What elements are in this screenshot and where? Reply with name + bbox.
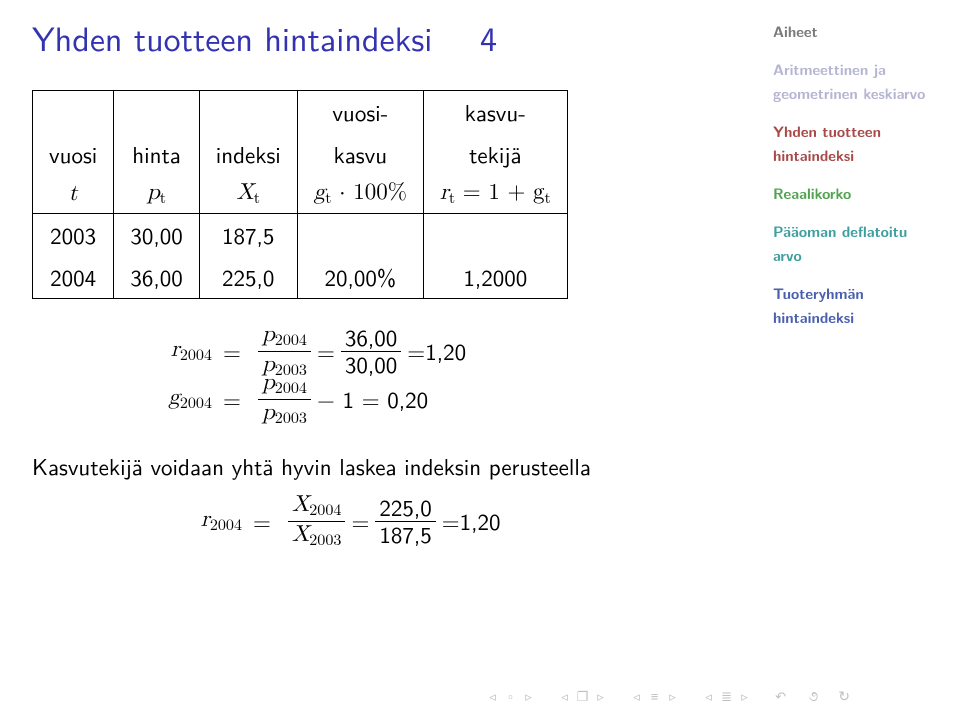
- table-cell: 2004: [33, 256, 114, 299]
- sidebar-item[interactable]: Reaalikorko: [773, 182, 938, 206]
- frame-number: 4: [480, 12, 497, 62]
- beamer-nav: ◃ ▫ ▹ ◃ ❐ ▹ ◃ ≡ ▹ ◃ ≣ ▹ ↶ ૭ ↻: [485, 686, 850, 706]
- nav-next-sec-icon[interactable]: ▹: [665, 689, 681, 703]
- page-title: Yhden tuotteen hintaindeksi: [32, 12, 432, 62]
- table-cell: 225,0: [199, 256, 297, 299]
- nav-goto-icon[interactable]: ↻: [838, 686, 850, 706]
- table-cell: 187,5: [199, 214, 297, 257]
- slide: Yhden tuotteen hintaindeksi 4 Aiheet Ari…: [0, 0, 960, 720]
- table-cell: 20,00%: [297, 256, 423, 299]
- table-cell: 30,00: [114, 214, 199, 257]
- table-cell: 2003: [33, 214, 114, 257]
- sidebar-item-current[interactable]: Yhden tuotteen hintaindeksi: [773, 120, 938, 168]
- table-cell: kasvu: [297, 133, 423, 175]
- table-cell: hinta: [114, 133, 199, 175]
- nav-doc-icon[interactable]: ❐: [575, 689, 591, 703]
- table-cell: [33, 91, 114, 134]
- nav-next-sub-icon[interactable]: ▹: [593, 689, 609, 703]
- nav-frame-icon[interactable]: ▫: [503, 689, 519, 703]
- equation-block-1: r2004 = p2004 p2003 = 36,00 30,00 = 1,20…: [132, 327, 722, 423]
- table-cell: Xt: [199, 175, 297, 214]
- table-cell: [423, 214, 567, 257]
- table-cell: kasvu-: [423, 91, 567, 134]
- equation-r2004-X: r2004 = X2004 X2003 = 225,0 187,5 = 1,20: [162, 497, 722, 545]
- nav-prev-sec-icon[interactable]: ◃: [629, 689, 645, 703]
- nav-first-icon[interactable]: ◃: [485, 689, 501, 703]
- body-text: Kasvutekijä voidaan yhtä hyvin laskea in…: [32, 449, 722, 483]
- nav-back-icon[interactable]: ◃: [701, 689, 717, 703]
- nav-next-icon[interactable]: ▹: [521, 689, 537, 703]
- table-cell: 1,2000: [423, 256, 567, 299]
- equation-g2004: g2004 = p2004 p2003 − 1 = 0,20: [132, 375, 722, 423]
- sidebar-item[interactable]: Aritmeettinen ja geometrinen keskiarvo: [773, 58, 938, 106]
- table-cell: pt: [114, 175, 199, 214]
- table-cell: vuosi-: [297, 91, 423, 134]
- nav-forward-icon[interactable]: ▹: [737, 689, 753, 703]
- table-cell: vuosi: [33, 133, 114, 175]
- table-cell: [297, 214, 423, 257]
- table-cell: [199, 91, 297, 134]
- sidebar-toc: Aiheet Aritmeettinen ja geometrinen kesk…: [773, 20, 938, 344]
- nav-appendix-icon[interactable]: ≣: [719, 689, 735, 703]
- nav-sec-icon[interactable]: ≡: [647, 689, 663, 703]
- nav-goback-icon[interactable]: ↶: [773, 689, 789, 703]
- sidebar-item[interactable]: Tuoteryhmän hintaindeksi: [773, 282, 938, 330]
- table-cell: tekijä: [423, 133, 567, 175]
- table-cell: indeksi: [199, 133, 297, 175]
- table-cell: gt · 100%: [297, 175, 423, 214]
- sidebar-heading: Aiheet: [773, 20, 938, 44]
- data-table: vuosi- kasvu- vuosi hinta indeksi kasvu …: [32, 90, 568, 299]
- table-cell: 36,00: [114, 256, 199, 299]
- nav-prev-sub-icon[interactable]: ◃: [557, 689, 573, 703]
- sidebar-item[interactable]: Pääoman deflatoitu arvo: [773, 220, 938, 268]
- equation-r2004: r2004 = p2004 p2003 = 36,00 30,00 = 1,20: [132, 327, 722, 375]
- table-cell: t: [33, 175, 114, 214]
- table-cell: rt = 1 + gt: [423, 175, 567, 214]
- equation-block-2: r2004 = X2004 X2003 = 225,0 187,5 = 1,20: [162, 497, 722, 545]
- table-cell: [114, 91, 199, 134]
- content-area: vuosi- kasvu- vuosi hinta indeksi kasvu …: [32, 90, 722, 545]
- nav-search-icon[interactable]: ૭: [809, 686, 819, 706]
